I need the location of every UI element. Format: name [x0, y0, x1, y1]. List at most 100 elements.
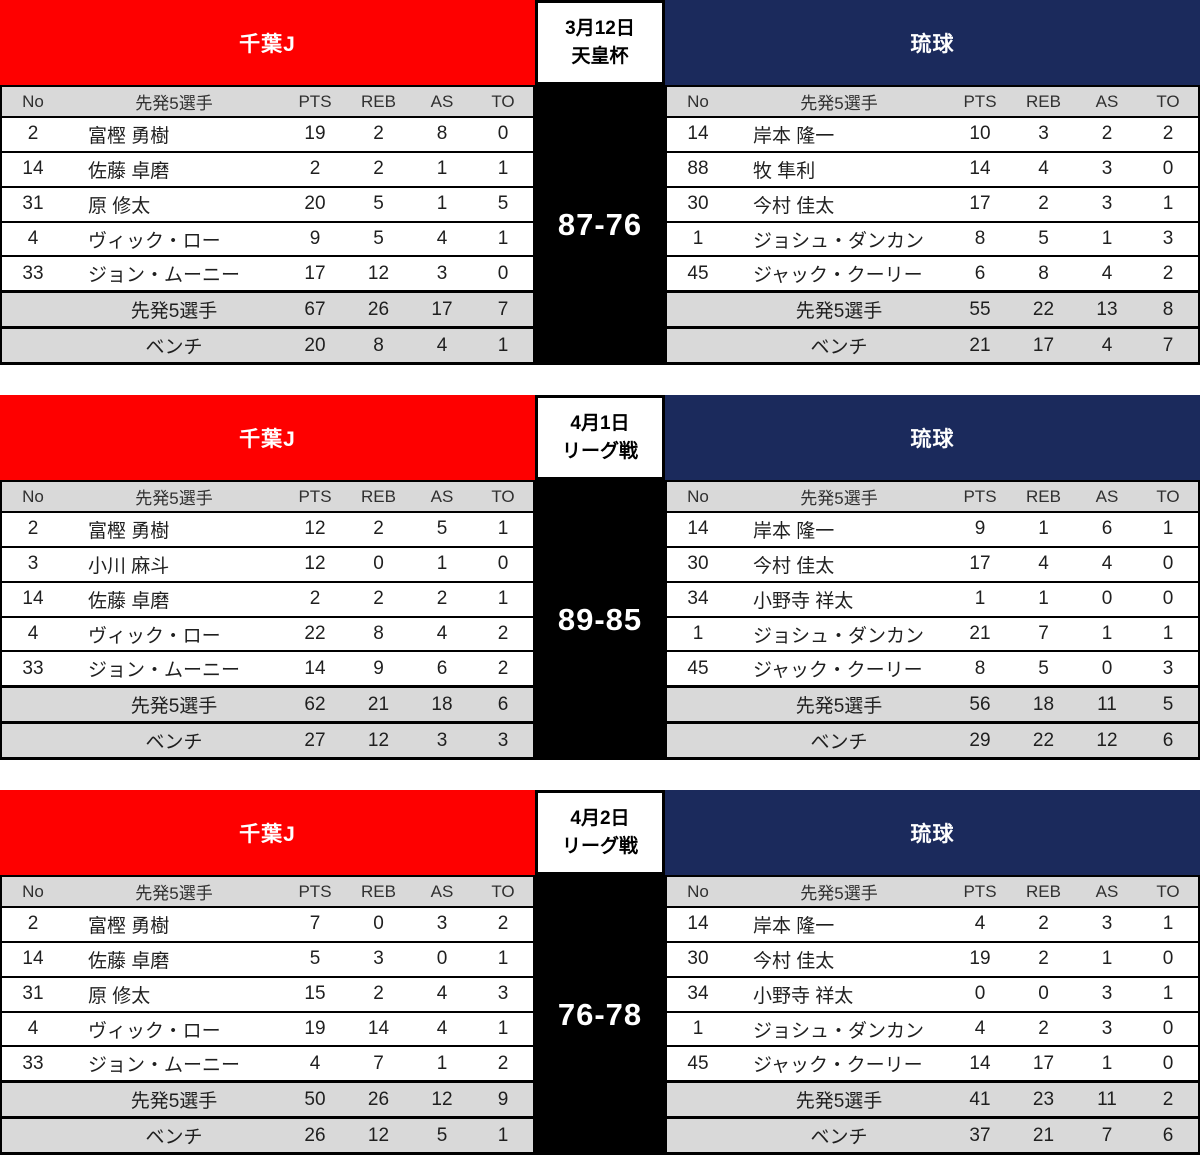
stat-reb: 5 [1038, 228, 1049, 249]
stat-reb: 8 [373, 623, 384, 644]
stat-as: 1 [1101, 1052, 1113, 1074]
bench-label: ベンチ [145, 732, 203, 754]
stat-reb: 4 [1038, 553, 1049, 575]
player-number: 14 [687, 913, 709, 935]
stat-pts: 1 [974, 588, 986, 610]
game-3-left-team-stats: No 先発5選手 PTS REB AS TO 2 富樫 勇樹 7 0 3 2 14 佐藤 卓磨 5 3 0 1 31… [0, 875, 535, 1155]
col-pts: PTS [963, 881, 997, 901]
total-to: 7 [497, 298, 509, 320]
total-reb: 12 [367, 1124, 390, 1146]
col-to: TO [491, 486, 515, 506]
game-2-right-team-stats: No 先発5選手 PTS REB AS TO 14 岸本 隆一 9 1 6 1 30 今村 佳太 17 4 4 0… [665, 480, 1200, 760]
starters-total-row: 先発5選手 50 26 12 9 [2, 1080, 533, 1117]
col-to: TO [1156, 881, 1180, 901]
stats-header-row: No 先発5選手 PTS REB AS TO [667, 875, 1198, 906]
col-reb: REB [361, 91, 396, 111]
starters-label: 先発5選手 [130, 1091, 218, 1113]
total-pts: 62 [304, 693, 326, 715]
stat-to: 0 [497, 553, 509, 575]
stat-reb: 0 [373, 553, 384, 575]
game-1-date: 3月12日 [565, 18, 635, 39]
stat-reb: 12 [367, 262, 390, 284]
player-name: 牧 隼利 [753, 160, 816, 182]
player-name: ジョン・ムーニー [88, 265, 241, 287]
starters-total-row: 先発5選手 56 18 11 5 [667, 685, 1198, 722]
col-reb: REB [361, 881, 396, 901]
player-number: 30 [687, 948, 709, 970]
total-reb: 23 [1032, 1088, 1055, 1110]
game-1-left-team-table: 千葉J No 先発5選手 PTS REB AS TO 2 富樫 勇樹 19 2 8 0 14 佐藤 卓磨 2… [0, 0, 535, 365]
stat-pts: 22 [304, 623, 326, 644]
total-as: 5 [436, 1124, 448, 1146]
col-as: AS [1095, 486, 1119, 506]
stat-as: 3 [436, 913, 448, 935]
total-to: 9 [497, 1088, 509, 1110]
game-1-left-team-header: 千葉J [0, 0, 535, 85]
stat-as: 4 [436, 983, 448, 1005]
game-1-left-team-stats: No 先発5選手 PTS REB AS TO 2 富樫 勇樹 19 2 8 0 14 佐藤 卓磨 2 2 1 1 3… [0, 85, 535, 365]
player-number: 34 [687, 588, 709, 610]
game-1-date-box: 3月12日 天皇杯 [535, 0, 665, 85]
col-starters: 先発5選手 [800, 884, 878, 903]
player-number: 2 [27, 123, 39, 145]
starters-label: 先発5選手 [795, 696, 883, 718]
starters-label: 先発5選手 [130, 696, 218, 718]
stat-reb: 4 [1038, 158, 1049, 180]
stat-as: 3 [1101, 158, 1113, 180]
total-reb: 12 [367, 729, 390, 751]
total-as: 11 [1097, 1088, 1117, 1110]
player-name: ジョシュ・ダンカン [753, 625, 925, 647]
stat-reb: 2 [1038, 913, 1049, 935]
player-number: 4 [27, 228, 39, 249]
stat-to: 0 [1162, 948, 1174, 970]
starters-label: 先発5選手 [130, 301, 218, 323]
total-to: 7 [1162, 334, 1174, 356]
stat-pts: 4 [974, 913, 986, 935]
stat-reb: 5 [1038, 657, 1049, 679]
total-to: 2 [1162, 1088, 1174, 1110]
player-row: 34 小野寺 祥太 1 1 0 0 [667, 580, 1198, 616]
stat-as: 1 [1101, 228, 1113, 249]
col-pts: PTS [298, 881, 332, 901]
stat-to: 1 [1162, 913, 1174, 935]
stat-reb: 2 [373, 518, 384, 540]
total-reb: 26 [367, 298, 390, 320]
stat-pts: 10 [969, 123, 991, 145]
stat-reb: 2 [1038, 193, 1049, 215]
total-as: 7 [1101, 1124, 1113, 1146]
stat-pts: 4 [974, 1018, 986, 1039]
starters-total-row: 先発5選手 67 26 17 7 [2, 290, 533, 327]
player-row: 33 ジョン・ムーニー 17 12 3 0 [2, 255, 533, 290]
player-number: 4 [27, 1018, 39, 1039]
col-pts: PTS [298, 91, 332, 111]
stat-to: 0 [1162, 588, 1174, 610]
stats-header-row: No 先発5選手 PTS REB AS TO [667, 480, 1198, 511]
player-name: 佐藤 卓磨 [88, 160, 170, 182]
stat-pts: 2 [309, 588, 321, 610]
player-name: ヴィック・ロー [88, 1020, 221, 1042]
player-name: 小野寺 祥太 [753, 985, 854, 1007]
game-1-right-team-table: 琉球 No 先発5選手 PTS REB AS TO 14 岸本 隆一 10 3 2 2 88 牧 隼利 14… [665, 0, 1200, 365]
player-number: 34 [687, 983, 709, 1005]
stat-pts: 12 [304, 518, 326, 540]
stat-pts: 14 [969, 158, 991, 180]
stat-as: 3 [436, 262, 448, 284]
stat-as: 1 [1101, 948, 1113, 970]
total-reb: 22 [1032, 729, 1055, 751]
stat-as: 1 [436, 193, 448, 215]
stat-pts: 19 [304, 123, 326, 145]
col-starters: 先発5選手 [135, 489, 213, 508]
player-number: 14 [22, 158, 44, 180]
stat-as: 3 [1101, 193, 1113, 215]
player-number: 33 [22, 1052, 44, 1074]
player-row: 30 今村 佳太 17 4 4 0 [667, 545, 1198, 581]
col-reb: REB [1026, 881, 1061, 901]
stat-as: 0 [1101, 657, 1113, 679]
bench-total-row: ベンチ 21 17 4 7 [667, 326, 1198, 363]
stat-pts: 21 [969, 623, 991, 644]
empty-cell [2, 1083, 64, 1116]
game-1-right-team-stats: No 先発5選手 PTS REB AS TO 14 岸本 隆一 10 3 2 2 88 牧 隼利 14 4 3 0… [665, 85, 1200, 365]
player-row: 3 小川 麻斗 12 0 1 0 [2, 545, 533, 581]
game-block-3: 千葉J No 先発5選手 PTS REB AS TO 2 富樫 勇樹 7 0 3 2 14 佐藤 卓磨 5 3… [0, 790, 1200, 1155]
stat-to: 1 [497, 948, 509, 970]
